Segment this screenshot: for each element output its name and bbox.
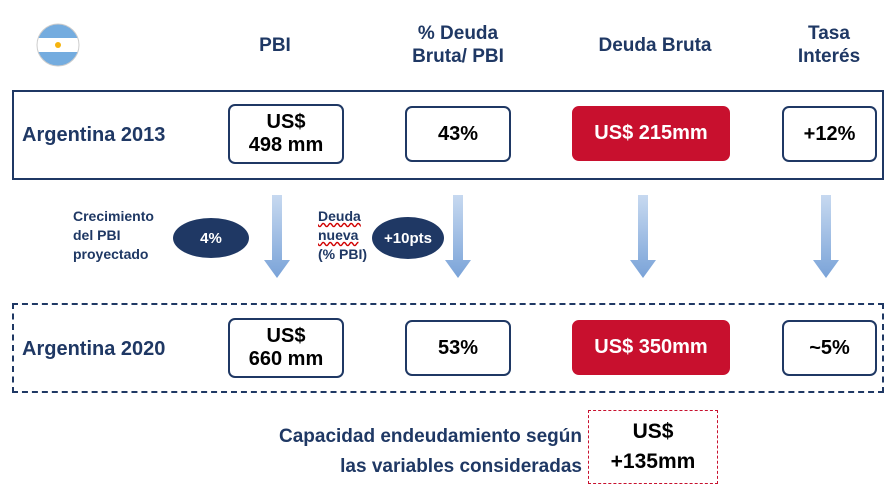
driver-line: Deuda <box>318 208 361 224</box>
cell-line: US$ <box>266 325 306 347</box>
capacity-value: US$ +135mm <box>588 410 718 484</box>
row-frame <box>12 90 884 180</box>
flag <box>37 24 79 66</box>
cell-pbi: US$ 498 mm <box>228 104 344 164</box>
capacity-text: Capacidad endeudamiento según las variabl… <box>279 422 582 482</box>
capacity-line: las variables consideradas <box>340 456 582 477</box>
header-line: Bruta/ PBI <box>412 46 504 67</box>
driver-line: (% PBI) <box>318 246 367 262</box>
capacity-line: US$ <box>632 420 674 443</box>
driver-badge: 4% <box>173 218 249 258</box>
cell-tasa: ~5% <box>782 320 877 376</box>
cell-line: US$ <box>266 111 306 133</box>
flag-rim <box>36 23 80 67</box>
driver-line: nueva <box>318 227 359 243</box>
cell-deuda-bruta: US$ 215mm <box>572 106 730 161</box>
row-label: Argentina 2020 <box>22 338 166 360</box>
driver-line: del PBI <box>73 227 121 243</box>
header-line: Tasa <box>808 23 850 44</box>
cell-deuda-pbi: 43% <box>405 106 511 162</box>
arrows <box>264 195 839 278</box>
cell-line: 498 mm <box>248 134 324 156</box>
header-pbi: PBI <box>259 35 291 56</box>
cell-deuda-pbi: 53% <box>405 320 511 376</box>
row-frame <box>12 303 884 393</box>
header-line: Interés <box>797 46 861 67</box>
driver-text: Crecimiento del PBI proyectado <box>73 207 154 264</box>
capacity-line: +135mm <box>610 450 696 473</box>
cell-deuda-bruta: US$ 350mm <box>572 320 730 375</box>
header-deuda-bruta: Deuda Bruta <box>598 35 712 56</box>
header-deuda-pbi: % Deuda Bruta/ PBI <box>412 22 504 68</box>
driver-text: Deuda nueva (% PBI) <box>318 207 367 264</box>
header-tasa: Tasa Interés <box>798 22 860 68</box>
driver-badge: +10pts <box>372 217 444 259</box>
capacity-line: Capacidad endeudamiento según <box>279 426 582 447</box>
driver-line: Crecimiento <box>73 208 154 224</box>
header-line: % Deuda <box>417 23 499 44</box>
cell-tasa: +12% <box>782 106 877 162</box>
row-label: Argentina 2013 <box>22 124 166 146</box>
cell-pbi: US$ 660 mm <box>228 318 344 378</box>
driver-line: proyectado <box>73 246 149 262</box>
cell-line: 660 mm <box>248 348 324 370</box>
